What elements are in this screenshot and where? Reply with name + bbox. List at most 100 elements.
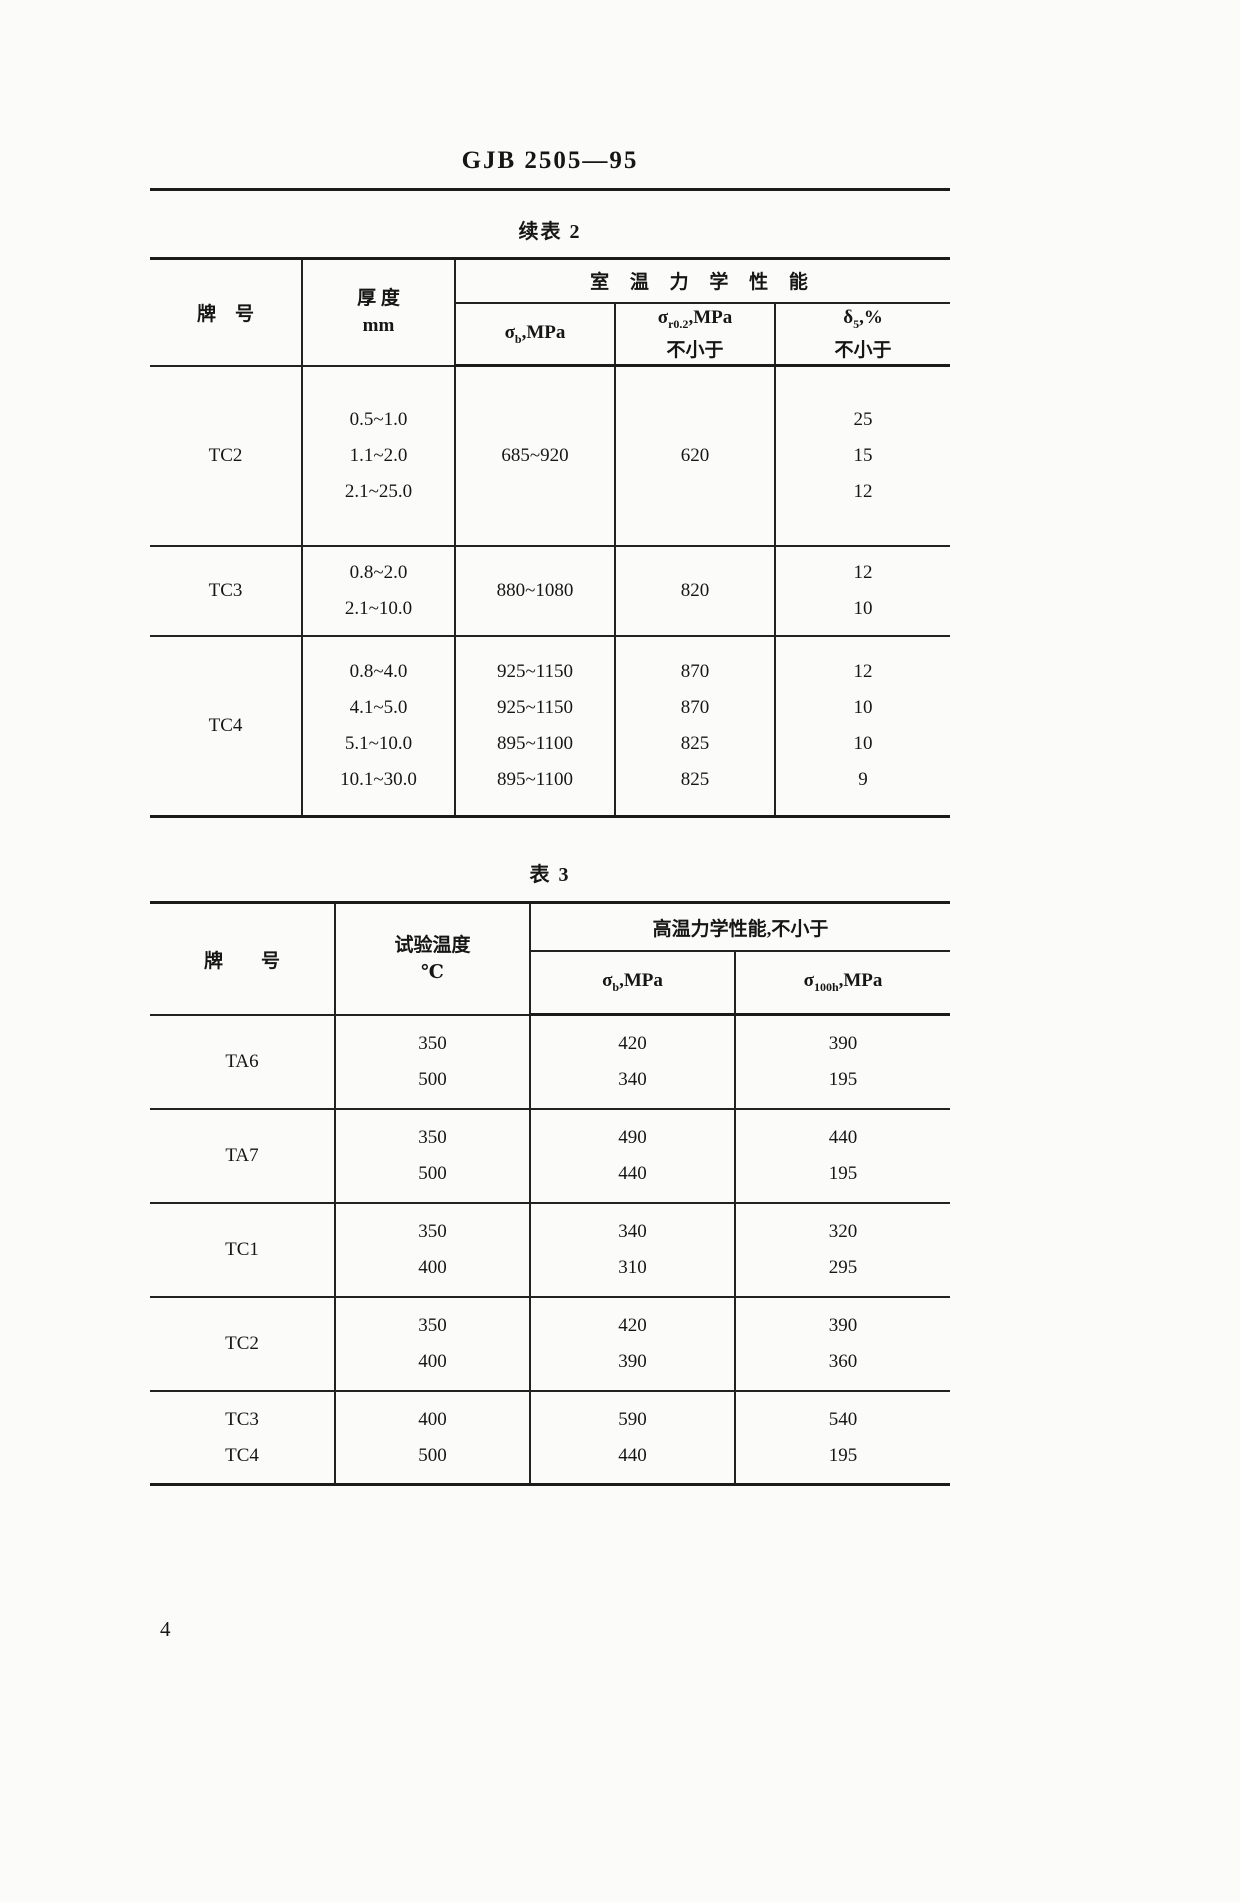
t3-header-high-temp-span: 高温力学性能,不小于 xyxy=(528,901,952,952)
value-line: TC4 xyxy=(225,1444,259,1466)
value-line: 350 xyxy=(418,1314,447,1336)
value-line: 5.1~10.0 xyxy=(344,733,413,755)
t2-tc4-sigma-r02: 870 870 825 825 xyxy=(614,634,776,818)
value-line: 1.1~2.0 xyxy=(349,444,408,466)
value-line: 400 xyxy=(418,1408,447,1430)
t3-ta6-sigma-100h: 390 195 xyxy=(733,1013,952,1110)
value-line: 10 xyxy=(853,733,873,755)
value-line: 500 xyxy=(418,1444,447,1466)
t3-header-sigma-100h: σ100h,MPa xyxy=(733,949,952,1017)
t3-header-test-temp: 试验温度 ℃ xyxy=(334,901,531,1016)
t2-header-thickness-unit: mm xyxy=(362,315,395,337)
value-line: 500 xyxy=(418,1068,447,1090)
t2-header-sigma-b: σb,MPa xyxy=(454,301,616,368)
t2-header-sigma-r02: σr0.2,MPa 不小于 xyxy=(614,301,776,368)
value-line: 825 xyxy=(680,769,710,791)
value-line: 10.1~30.0 xyxy=(340,769,417,791)
t3-tc1-sigma-b: 340 310 xyxy=(529,1201,736,1298)
t3-tc3tc4-temps: 400 500 xyxy=(334,1389,531,1486)
t2-tc3-grade: TC3 xyxy=(149,544,303,637)
value-line: 9 xyxy=(858,769,868,791)
t2-header-delta5-note: 不小于 xyxy=(834,340,892,362)
value-line: 0.5~1.0 xyxy=(349,408,408,430)
t3-tc3tc4-sigma-100h: 540 195 xyxy=(733,1389,952,1486)
value-line: 295 xyxy=(828,1256,858,1278)
t2-tc2-grade: TC2 xyxy=(149,364,303,547)
t2-tc4-grade: TC4 xyxy=(149,634,303,818)
value-line: 540 xyxy=(828,1408,858,1430)
t3-row-ta7: TA7 350 500 490 440 440 195 xyxy=(149,1107,952,1204)
value-line: 440 xyxy=(618,1444,647,1466)
value-line: TC3 xyxy=(225,1408,259,1430)
value-line: 870 xyxy=(680,661,710,683)
t3-ta7-sigma-b: 490 440 xyxy=(529,1107,736,1204)
value-line: 25 xyxy=(853,409,873,431)
value-line: 340 xyxy=(618,1069,647,1091)
t2-tc2-thickness: 0.5~1.0 1.1~2.0 2.1~25.0 xyxy=(301,364,456,547)
value-line: 340 xyxy=(618,1220,647,1242)
value-line: 400 xyxy=(418,1350,447,1372)
t3-ta7-grade: TA7 xyxy=(149,1107,336,1204)
value-line: 895~1100 xyxy=(496,769,574,791)
value-line: 440 xyxy=(618,1162,647,1184)
value-line: 440 xyxy=(828,1126,858,1148)
t2-tc3-sigma-r02: 820 xyxy=(614,544,776,637)
t3-tc2-sigma-100h: 390 360 xyxy=(733,1295,952,1392)
t3-row-ta6: TA6 350 500 420 340 390 195 xyxy=(149,1013,952,1110)
t3-tc1-sigma-100h: 320 295 xyxy=(733,1201,952,1298)
value-line: 15 xyxy=(853,445,873,467)
t3-header-test-temp-label: 试验温度 xyxy=(394,935,471,957)
value-line: 420 xyxy=(618,1033,647,1055)
t2-header-grade: 牌 号 xyxy=(149,257,303,367)
value-line: 350 xyxy=(418,1032,447,1054)
t3-row-tc1: TC1 350 400 340 310 320 295 xyxy=(149,1201,952,1298)
t2-row-tc4: TC4 0.8~4.0 4.1~5.0 5.1~10.0 10.1~30.0 9… xyxy=(149,634,952,818)
document-page: GJB 2505—95 续表 2 牌 号 厚 度 mm 室 温 力 学 性 能 … xyxy=(149,147,952,1487)
t2-tc4-thickness: 0.8~4.0 4.1~5.0 5.1~10.0 10.1~30.0 xyxy=(301,634,456,818)
value-line: 925~1150 xyxy=(496,697,574,719)
t3-ta6-sigma-b: 420 340 xyxy=(529,1013,736,1110)
value-line: 925~1150 xyxy=(496,661,574,683)
value-line: 2.1~10.0 xyxy=(344,597,413,619)
value-line: 825 xyxy=(680,733,710,755)
value-line: 870 xyxy=(680,697,710,719)
value-line: 360 xyxy=(828,1350,858,1372)
value-line: 500 xyxy=(418,1162,447,1184)
value-line: 10 xyxy=(853,597,873,619)
t2-tc3-delta5: 12 10 xyxy=(773,544,952,637)
t2-header-delta5: δ5,% 不小于 xyxy=(773,301,952,368)
t3-tc3tc4-sigma-b: 590 440 xyxy=(529,1389,736,1486)
t2-header-room-temp-span: 室 温 力 学 性 能 xyxy=(453,257,952,304)
t3-ta6-grade: TA6 xyxy=(149,1013,336,1110)
t3-row-tc3-tc4: TC3 TC4 400 500 590 440 xyxy=(149,1389,952,1486)
t3-tc2-temps: 350 400 xyxy=(334,1295,531,1392)
t2-tc2-sigma-r02: 620 xyxy=(614,364,776,547)
t2-header-sigma-r02-symbol: σr0.2,MPa xyxy=(657,306,733,331)
t3-tc1-grade: TC1 xyxy=(149,1201,336,1298)
value-line: 390 xyxy=(828,1314,858,1336)
table2-caption: 续表 2 xyxy=(518,221,582,243)
value-line: 12 xyxy=(853,481,873,503)
t2-tc2-sigma-b: 685~920 xyxy=(454,364,616,547)
t2-tc3-sigma-b: 880~1080 xyxy=(454,544,616,637)
t3-header-test-temp-unit: ℃ xyxy=(421,962,444,984)
t2-header-sigma-r02-note: 不小于 xyxy=(666,340,724,362)
value-line: 310 xyxy=(618,1256,647,1278)
t3-row-tc2: TC2 350 400 420 390 390 360 xyxy=(149,1295,952,1392)
t3-ta6-temps: 350 500 xyxy=(334,1013,531,1110)
t2-tc3-thickness: 0.8~2.0 2.1~10.0 xyxy=(301,544,456,637)
t3-header-sigma-b: σb,MPa xyxy=(529,949,736,1017)
t2-tc2-delta5: 25 15 12 xyxy=(773,364,952,547)
t2-tc4-sigma-b: 925~1150 925~1150 895~1100 895~1100 xyxy=(454,634,616,818)
t3-tc1-temps: 350 400 xyxy=(334,1201,531,1298)
value-line: 0.8~4.0 xyxy=(349,661,408,683)
value-line: 390 xyxy=(618,1350,647,1372)
page-number: 4 xyxy=(160,1617,171,1641)
table2-continued: 牌 号 厚 度 mm 室 温 力 学 性 能 σb,MPa σr0.2,MPa … xyxy=(149,257,952,819)
value-line: 2.1~25.0 xyxy=(344,480,413,502)
t3-tc3tc4-grade: TC3 TC4 xyxy=(149,1389,336,1486)
value-line: 12 xyxy=(853,661,873,683)
header-rule xyxy=(150,188,950,191)
doc-title: GJB 2505—95 xyxy=(461,147,639,174)
value-line: 490 xyxy=(618,1126,647,1148)
